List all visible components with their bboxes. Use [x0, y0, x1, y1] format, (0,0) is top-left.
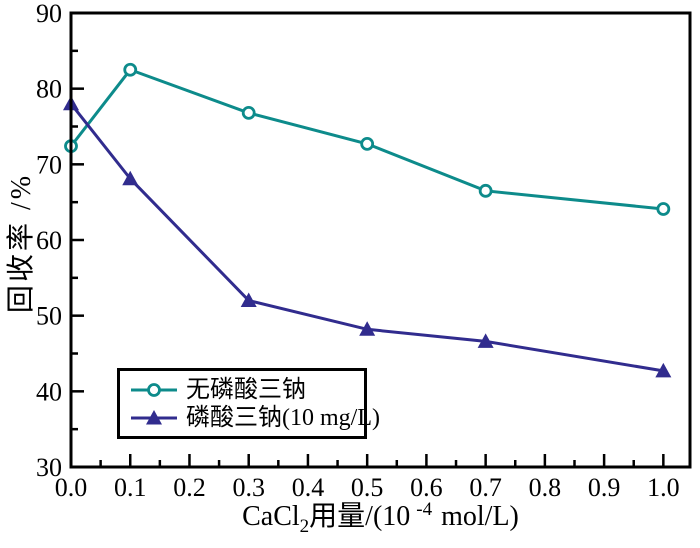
x-axis-title-mid: 用量/(10	[309, 501, 411, 532]
svg-text:50: 50	[36, 302, 62, 331]
y-axis-title: 回收率 /%	[5, 93, 39, 393]
svg-text:40: 40	[36, 377, 62, 406]
svg-text:0.9: 0.9	[588, 473, 621, 502]
series-1-line	[69, 102, 664, 373]
legend: 无磷酸三钠 磷酸三钠(10 mg/L)	[117, 368, 380, 439]
svg-text:0.6: 0.6	[410, 473, 443, 502]
x-tick-labels: 0.0 0.1 0.2 0.3 0.4 0.5 0.6 0.7 0.8 0.9 1.0	[55, 473, 680, 502]
svg-text:0.8: 0.8	[529, 473, 562, 502]
x-axis-title: CaCl2用量/(10 -4 mol/L)	[71, 497, 690, 537]
svg-text:90: 90	[36, 0, 62, 28]
series-0-markers	[64, 62, 671, 216]
x-axis-title-base: CaCl	[242, 501, 300, 532]
plot-frame	[69, 11, 692, 469]
legend-item-tsp: 磷酸三钠(10 mg/L)	[130, 405, 380, 432]
svg-text:70: 70	[36, 150, 62, 179]
svg-text:0.1: 0.1	[114, 473, 147, 502]
y-tick-labels: 30 40 50 60 70 80 90	[36, 0, 62, 482]
x-axis-title-superscript: -4	[416, 499, 433, 520]
svg-text:30: 30	[36, 453, 62, 482]
x-axis-title-subscript: 2	[299, 516, 310, 537]
x-axis-title-unit: mol/L)	[434, 501, 519, 532]
svg-text:0.2: 0.2	[173, 473, 206, 502]
svg-text:0.7: 0.7	[469, 473, 502, 502]
svg-text:0.0: 0.0	[55, 473, 88, 502]
svg-text:1.0: 1.0	[647, 473, 680, 502]
legend-item-no-tsp: 无磷酸三钠	[130, 377, 360, 404]
legend-open-circle-marker-icon	[131, 383, 177, 397]
svg-text:60: 60	[36, 226, 62, 255]
legend-label-no-tsp: 无磷酸三钠	[186, 376, 306, 403]
svg-text:80: 80	[36, 75, 62, 104]
svg-text:0.3: 0.3	[232, 473, 265, 502]
y-axis-title-text: 回收率 /%	[6, 172, 37, 314]
x-axis-ticks	[69, 454, 665, 467]
series-0-line	[69, 67, 664, 211]
legend-filled-triangle-marker-icon	[131, 410, 177, 425]
svg-text:0.4: 0.4	[292, 473, 325, 502]
y-axis-ticks	[71, 11, 84, 469]
legend-label-tsp: 磷酸三钠(10 mg/L)	[186, 404, 380, 431]
svg-text:0.5: 0.5	[351, 473, 384, 502]
